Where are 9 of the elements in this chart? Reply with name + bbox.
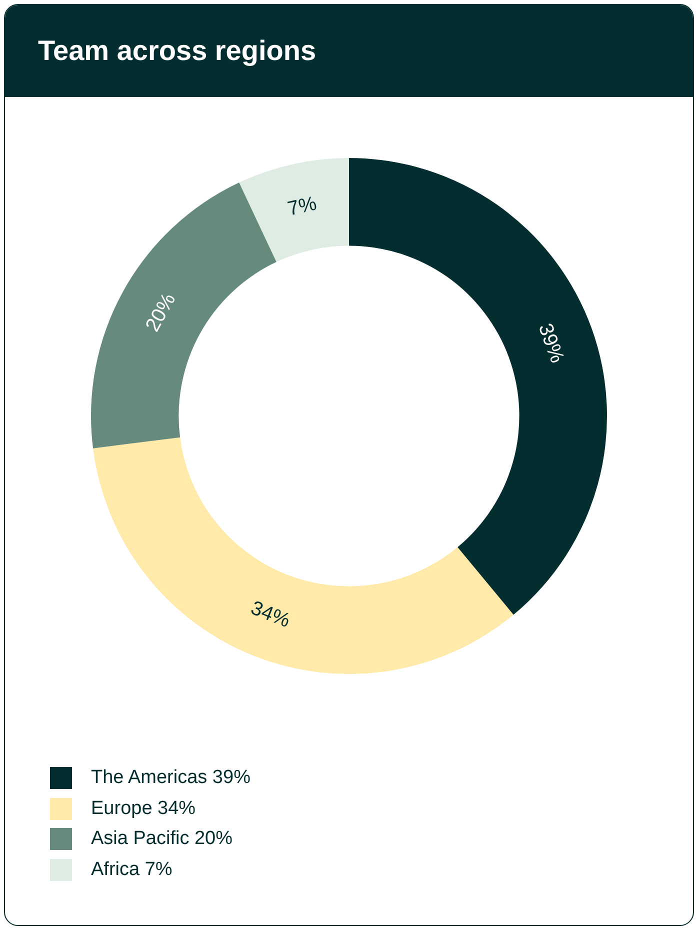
legend-label: The Americas 39% (91, 767, 250, 790)
data-label: 34% (248, 597, 294, 632)
data-label: 20% (142, 290, 180, 336)
data-label: 39% (534, 320, 568, 366)
legend-label: Asia Pacific 20% (91, 828, 233, 850)
data-label: 7% (286, 192, 319, 220)
chart-title: Team across regions (38, 35, 316, 67)
legend-label: Africa 7% (91, 858, 172, 881)
legend-label: Europe 34% (91, 798, 196, 820)
